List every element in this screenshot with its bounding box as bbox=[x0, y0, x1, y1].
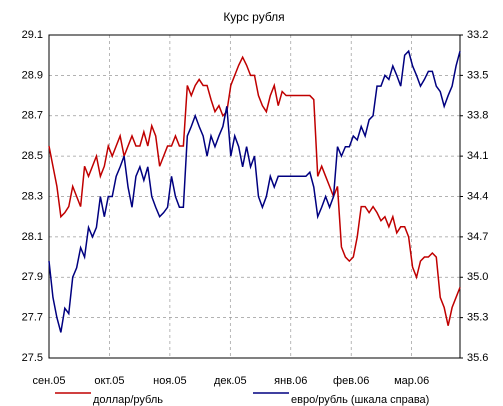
x-tick-label: дек.05 bbox=[214, 375, 247, 387]
y2-tick-label: 33.5 bbox=[467, 69, 488, 81]
x-tick-label: ноя.05 bbox=[153, 375, 186, 387]
x-tick-label: мар.06 bbox=[394, 375, 429, 387]
y-tick-label: 28.3 bbox=[22, 190, 43, 202]
x-tick-label: сен.05 bbox=[33, 375, 66, 387]
y2-tick-label: 35.6 bbox=[467, 352, 488, 364]
y-tick-label: 28.9 bbox=[22, 69, 43, 81]
y2-tick-label: 34.1 bbox=[467, 150, 488, 162]
y2-tick-label: 35.0 bbox=[467, 271, 488, 283]
legend-label: доллар/рубль bbox=[93, 394, 163, 406]
series-line bbox=[48, 49, 461, 333]
y2-tick-label: 34.4 bbox=[467, 190, 488, 202]
legend-label: евро/рубль (шкала справа) bbox=[291, 394, 429, 406]
y-tick-label: 27.7 bbox=[22, 312, 43, 324]
x-tick-label: фев.06 bbox=[333, 375, 369, 387]
y2-tick-label: 33.8 bbox=[467, 110, 488, 122]
y-tick-label: 29.1 bbox=[22, 29, 43, 41]
y-tick-label: 28.1 bbox=[22, 231, 43, 243]
plot-frame bbox=[48, 34, 461, 359]
x-tick-label: янв.06 bbox=[274, 375, 307, 387]
y-tick-label: 27.9 bbox=[22, 271, 43, 283]
series-line bbox=[48, 55, 461, 326]
x-tick-label: окт.05 bbox=[94, 375, 124, 387]
y2-tick-label: 33.2 bbox=[467, 29, 488, 41]
y2-tick-label: 34.7 bbox=[467, 231, 488, 243]
y-tick-label: 27.5 bbox=[22, 352, 43, 364]
chart-title: Курс рубля bbox=[223, 10, 284, 24]
y-tick-label: 28.5 bbox=[22, 150, 43, 162]
y-tick-label: 28.7 bbox=[22, 110, 43, 122]
y2-tick-label: 35.3 bbox=[467, 312, 488, 324]
